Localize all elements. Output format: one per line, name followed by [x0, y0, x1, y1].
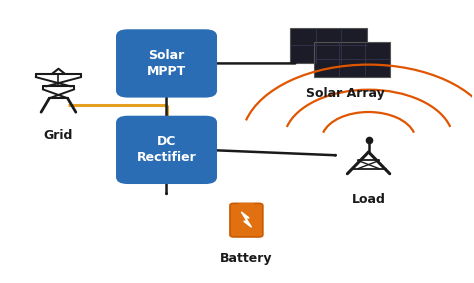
FancyBboxPatch shape	[314, 42, 391, 76]
FancyBboxPatch shape	[291, 28, 367, 63]
FancyBboxPatch shape	[116, 29, 217, 98]
Text: Load: Load	[352, 193, 385, 206]
Text: Solar
MPPT: Solar MPPT	[147, 49, 186, 78]
Bar	[239, 203, 254, 206]
Text: Battery: Battery	[220, 252, 273, 265]
FancyBboxPatch shape	[116, 116, 217, 184]
Text: Solar Array: Solar Array	[306, 87, 384, 100]
FancyBboxPatch shape	[230, 203, 263, 237]
Text: DC
Rectifier: DC Rectifier	[137, 135, 196, 164]
Polygon shape	[241, 212, 252, 227]
Text: Grid: Grid	[44, 129, 73, 142]
